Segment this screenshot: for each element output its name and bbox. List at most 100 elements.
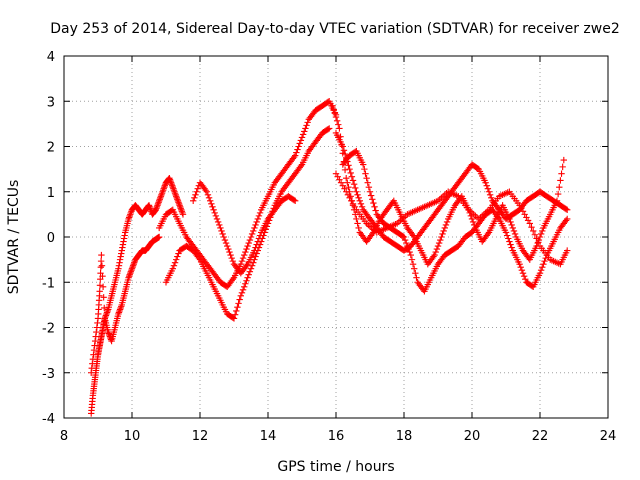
data-point <box>352 184 359 192</box>
data-point <box>252 253 259 260</box>
data-point <box>146 203 153 211</box>
data-point <box>115 265 122 272</box>
data-point <box>117 253 124 260</box>
data-point <box>118 247 125 254</box>
data-point <box>121 232 128 239</box>
data-point <box>519 270 527 277</box>
data-point <box>400 233 408 241</box>
data-point <box>297 162 305 170</box>
data-point <box>176 203 184 211</box>
data-point <box>298 134 306 141</box>
data-point <box>409 260 417 268</box>
data-point <box>443 218 451 226</box>
data-point <box>508 244 515 251</box>
data-point <box>433 245 441 253</box>
x-tick-label: 16 <box>328 429 345 444</box>
data-point <box>537 266 545 274</box>
data-point <box>130 260 137 268</box>
data-point <box>340 147 348 154</box>
data-point <box>553 197 561 204</box>
y-tick-label: -2 <box>42 322 55 337</box>
data-point <box>235 300 242 307</box>
data-point <box>244 274 251 281</box>
data-point <box>192 191 199 198</box>
x-axis-label: GPS time / hours <box>277 459 394 475</box>
series-arc-1 <box>88 174 187 417</box>
data-point <box>404 242 411 250</box>
data-point <box>246 268 254 275</box>
data-point <box>91 342 98 349</box>
data-point <box>233 307 240 315</box>
data-point <box>303 122 310 129</box>
data-point <box>343 174 350 182</box>
data-point <box>352 211 359 218</box>
data-point <box>432 248 439 256</box>
data-point <box>522 276 529 283</box>
data-point <box>366 188 374 195</box>
data-point <box>179 209 186 217</box>
data-point <box>157 194 164 201</box>
data-point <box>177 205 184 212</box>
data-point <box>159 188 166 195</box>
data-point <box>297 137 305 144</box>
data-point <box>118 250 125 257</box>
data-point <box>242 280 249 287</box>
data-point <box>564 247 571 254</box>
data-point <box>253 241 260 248</box>
data-point <box>214 218 222 226</box>
data-point <box>247 233 255 241</box>
data-point <box>236 296 243 303</box>
data-point <box>239 254 247 262</box>
series-arc-4 <box>162 125 333 322</box>
chart-title: Day 253 of 2014, Sidereal Day-to-day VTE… <box>50 21 620 37</box>
data-point <box>409 232 417 239</box>
data-point <box>220 233 227 241</box>
data-point <box>234 303 241 311</box>
data-point <box>507 218 514 226</box>
data-point <box>92 333 99 340</box>
data-point <box>437 236 444 244</box>
data-point <box>156 233 163 241</box>
data-point <box>330 106 337 113</box>
data-point <box>251 247 258 254</box>
data-point <box>482 179 489 186</box>
data-point <box>399 233 407 240</box>
data-point <box>301 128 308 135</box>
series-arc-2 <box>88 233 163 376</box>
data-point <box>231 311 239 318</box>
data-point <box>340 158 348 165</box>
data-point <box>208 200 215 208</box>
data-point <box>355 224 362 232</box>
data-point <box>484 185 492 192</box>
data-point <box>511 230 519 238</box>
data-point <box>442 221 450 229</box>
data-point <box>115 310 122 318</box>
data-point <box>507 241 514 248</box>
data-point <box>170 185 177 192</box>
data-point <box>337 133 344 140</box>
data-point <box>517 263 524 271</box>
data-point <box>125 273 133 280</box>
data-point <box>175 200 183 208</box>
data-point <box>471 221 478 229</box>
data-point <box>510 227 518 235</box>
data-point <box>405 245 412 253</box>
data-point <box>299 131 307 138</box>
data-point <box>193 188 200 195</box>
data-point <box>508 221 515 229</box>
data-point <box>195 254 203 262</box>
data-point <box>483 182 490 189</box>
data-point <box>169 265 176 272</box>
data-point <box>156 197 163 204</box>
data-point <box>294 146 301 153</box>
data-point <box>94 319 101 327</box>
data-point <box>99 283 107 290</box>
data-point <box>556 184 563 191</box>
data-point <box>97 263 105 271</box>
data-point <box>221 236 229 244</box>
data-point <box>243 262 250 269</box>
data-point <box>155 199 162 206</box>
data-point <box>526 220 533 227</box>
data-point <box>338 141 345 149</box>
